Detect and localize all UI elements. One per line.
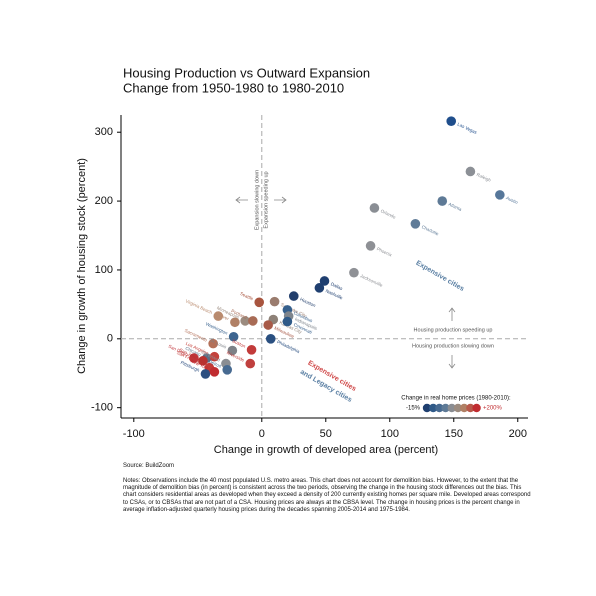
y-tick-label: 300 bbox=[95, 126, 113, 138]
chart-title: Housing Production vs Outward Expansion bbox=[123, 65, 370, 80]
point-label: Seattle bbox=[239, 291, 254, 302]
y-tick-label: -100 bbox=[91, 402, 113, 414]
point-label: Raleigh bbox=[476, 172, 492, 183]
legend-swatch bbox=[429, 403, 438, 413]
chart-subtitle: Change from 1950-1980 to 1980-2010 bbox=[123, 80, 344, 95]
arrows bbox=[235, 196, 287, 204]
point-label: Washington bbox=[205, 321, 229, 336]
x-axis-label: Change in growth of developed area (perc… bbox=[214, 444, 438, 456]
annotation: Expansion speeding up bbox=[263, 171, 269, 228]
point bbox=[265, 334, 276, 344]
annotation: Expensive cities bbox=[414, 260, 465, 293]
point bbox=[282, 316, 293, 327]
point-label: Dallas bbox=[330, 281, 344, 291]
point-label: Austin bbox=[505, 195, 519, 205]
annotation: Housing production speeding up bbox=[414, 327, 493, 333]
point bbox=[446, 116, 457, 126]
point bbox=[263, 320, 273, 330]
legend-swatch bbox=[453, 403, 463, 413]
point bbox=[248, 316, 258, 326]
legend-title: Change in real home prices (1980-2010): bbox=[401, 396, 511, 402]
point-label: Detroit bbox=[208, 359, 223, 369]
point bbox=[246, 345, 257, 355]
point bbox=[200, 369, 211, 379]
legend-swatch bbox=[460, 403, 469, 413]
point bbox=[198, 356, 208, 366]
point-label: Boston bbox=[232, 338, 247, 349]
point-label: Portland bbox=[230, 308, 248, 320]
point bbox=[189, 353, 199, 363]
y-tick-label: 200 bbox=[95, 195, 113, 207]
point bbox=[314, 283, 325, 293]
legend-swatch bbox=[422, 403, 432, 413]
x-tick-label: 50 bbox=[320, 428, 332, 440]
point bbox=[209, 351, 220, 362]
x-tick-label: 150 bbox=[445, 428, 463, 440]
point-label: Jacksonville bbox=[359, 273, 384, 288]
point-label: Houston bbox=[299, 297, 317, 309]
point bbox=[213, 311, 224, 321]
point bbox=[254, 297, 265, 308]
point bbox=[228, 331, 239, 342]
point bbox=[240, 316, 250, 326]
point bbox=[288, 291, 299, 301]
point bbox=[208, 338, 218, 349]
point-label: Virginia Beach bbox=[185, 298, 214, 315]
y-tick-label: 0 bbox=[107, 333, 113, 345]
legend-swatch bbox=[466, 403, 475, 413]
legend-label: +200% bbox=[483, 406, 503, 412]
y-axis-label: Change in growth of housing stock (perce… bbox=[76, 158, 88, 374]
point bbox=[495, 190, 505, 200]
legend-swatch bbox=[435, 403, 444, 413]
point-label: Chicago bbox=[185, 346, 203, 358]
point bbox=[410, 219, 421, 229]
point bbox=[230, 317, 240, 328]
point-label: Phoenix bbox=[376, 246, 394, 258]
point bbox=[227, 345, 238, 356]
point bbox=[245, 358, 256, 369]
annotation: Expansion slowing down bbox=[254, 170, 260, 230]
point bbox=[222, 364, 233, 375]
point bbox=[365, 241, 376, 251]
x-tick-label: 200 bbox=[509, 428, 527, 440]
legend-swatch bbox=[472, 403, 481, 413]
point bbox=[369, 203, 380, 213]
point bbox=[349, 267, 359, 278]
point bbox=[319, 276, 330, 286]
arrows bbox=[448, 307, 456, 369]
x-tick-label: 0 bbox=[259, 428, 265, 440]
annotation: Housing production slowing down bbox=[412, 343, 494, 349]
point bbox=[209, 367, 220, 377]
legend-swatch bbox=[441, 403, 450, 413]
point-label: Atlanta bbox=[448, 201, 463, 212]
x-tick-label: -100 bbox=[123, 428, 145, 440]
legend-label: -15% bbox=[406, 406, 421, 412]
point-label: Charlotte bbox=[421, 224, 440, 236]
y-tick-label: 100 bbox=[95, 264, 113, 276]
point bbox=[437, 196, 448, 206]
point-label: Orlando bbox=[380, 208, 397, 220]
x-tick-label: 100 bbox=[381, 428, 399, 440]
point bbox=[269, 296, 280, 307]
point-label: Las Vegas bbox=[457, 122, 479, 136]
notes: Notes: Observations include the 40 most … bbox=[123, 478, 531, 513]
legend-swatch bbox=[447, 403, 456, 413]
point-label: Philadelphia bbox=[276, 339, 301, 354]
source: Source: BuildZoom bbox=[123, 463, 175, 469]
point bbox=[465, 166, 476, 177]
chart: Housing Production vs Outward Expansion … bbox=[76, 65, 528, 456]
